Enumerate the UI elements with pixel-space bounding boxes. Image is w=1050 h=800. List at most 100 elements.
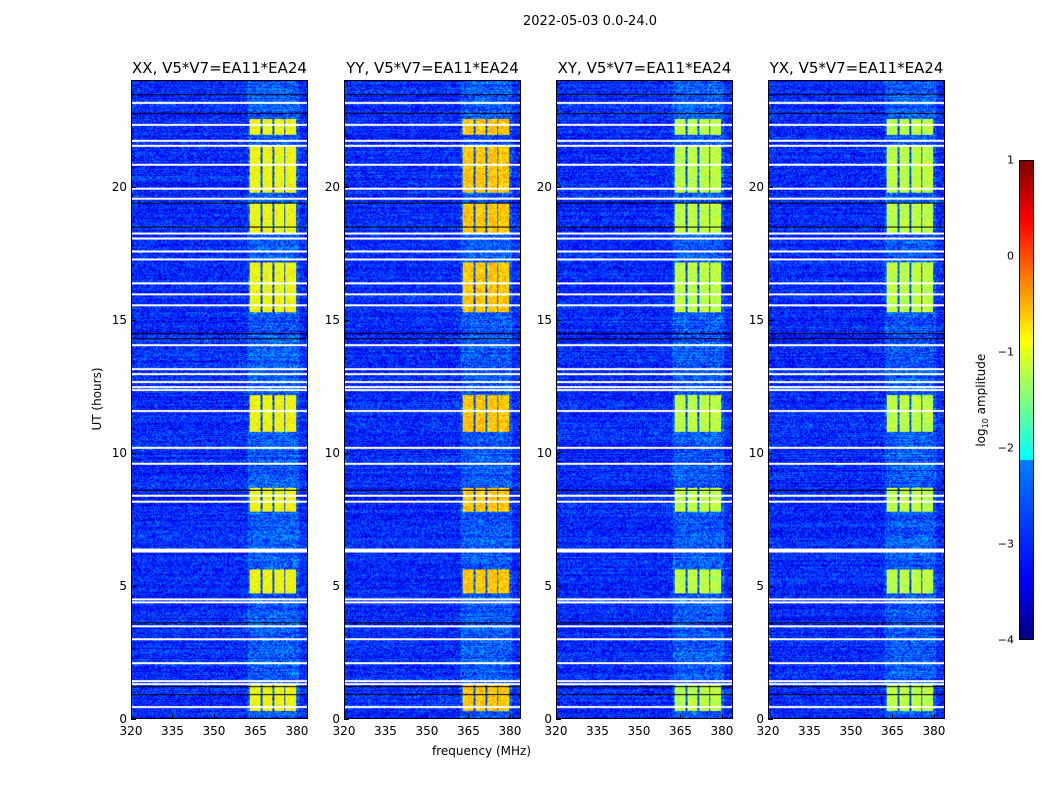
- x-tick-mark: [768, 714, 769, 719]
- x-tick-mark: [385, 714, 387, 719]
- panel-title: YY, V5*V7=EA11*EA24: [346, 59, 519, 77]
- y-tick-mark: [344, 585, 349, 587]
- colorbar-tick-label: −1: [997, 345, 1014, 359]
- heatmap-image: [769, 81, 944, 718]
- panel-title: XX, V5*V7=EA11*EA24: [132, 59, 307, 77]
- y-tick-mark: [556, 319, 561, 321]
- x-tick-label: 365: [881, 724, 904, 738]
- y-tick-label: 15: [324, 312, 340, 327]
- y-tick-mark: [131, 585, 136, 587]
- y-tick-mark: [344, 452, 349, 454]
- y-tick-label: 0: [119, 712, 127, 726]
- x-tick-mark: [255, 714, 257, 719]
- x-tick-label: 335: [798, 724, 821, 738]
- panel-title: YX, V5*V7=EA11*EA24: [769, 59, 944, 77]
- y-tick-label: 20: [111, 179, 127, 194]
- x-tick-mark: [721, 714, 723, 719]
- x-tick-mark: [344, 714, 345, 719]
- colorbar: [1019, 160, 1034, 640]
- x-tick-mark: [296, 714, 298, 719]
- x-tick-label: 380: [922, 724, 946, 738]
- y-tick-label: 10: [748, 445, 764, 460]
- x-tick-label: 335: [586, 724, 609, 738]
- heatmap-image: [132, 81, 307, 718]
- x-tick-mark: [597, 714, 599, 719]
- y-tick-mark: [768, 585, 773, 587]
- y-tick-mark: [131, 452, 136, 454]
- y-tick-label: 15: [748, 312, 764, 327]
- x-tick-mark: [468, 714, 470, 719]
- y-tick-label: 5: [544, 578, 552, 593]
- x-tick-mark: [850, 714, 852, 719]
- x-tick-mark: [680, 714, 682, 719]
- y-tick-label: 10: [324, 445, 340, 460]
- waterfall-panel: [768, 80, 945, 719]
- x-tick-mark: [556, 714, 557, 719]
- x-tick-mark: [131, 714, 132, 719]
- y-tick-mark: [131, 319, 136, 321]
- colorbar-tick-label: −3: [997, 537, 1014, 551]
- x-tick-label: 365: [244, 724, 267, 738]
- colorbar-tick-label: −2: [997, 441, 1014, 455]
- y-tick-label: 20: [536, 179, 552, 194]
- colorbar-tick-label: 0: [1007, 249, 1014, 263]
- waterfall-panel: [131, 80, 308, 719]
- y-tick-label: 5: [332, 578, 340, 593]
- y-axis-label: UT (hours): [90, 367, 104, 431]
- y-tick-mark: [344, 719, 349, 720]
- y-tick-mark: [768, 719, 773, 720]
- x-tick-mark: [213, 714, 215, 719]
- y-tick-mark: [556, 719, 561, 720]
- y-tick-label: 10: [536, 445, 552, 460]
- y-tick-mark: [768, 452, 773, 454]
- y-tick-mark: [131, 719, 136, 720]
- y-tick-label: 15: [111, 312, 127, 327]
- x-tick-mark: [509, 714, 511, 719]
- y-tick-label: 10: [111, 445, 127, 460]
- colorbar-tick-label: −4: [997, 633, 1014, 647]
- x-tick-label: 320: [119, 724, 143, 738]
- x-tick-label: 380: [285, 724, 309, 738]
- x-axis-label: frequency (MHz): [432, 744, 532, 758]
- x-tick-label: 365: [669, 724, 692, 738]
- waterfall-panel: [344, 80, 521, 719]
- x-tick-label: 320: [544, 724, 568, 738]
- y-tick-label: 5: [756, 578, 764, 593]
- x-tick-label: 350: [627, 724, 651, 738]
- x-tick-label: 320: [756, 724, 780, 738]
- x-tick-label: 335: [161, 724, 184, 738]
- figure-title: 2022-05-03 0.0-24.0: [523, 14, 657, 29]
- y-tick-mark: [344, 186, 349, 188]
- x-tick-label: 335: [374, 724, 397, 738]
- x-tick-mark: [426, 714, 428, 719]
- colorbar-label: log10 amplitude: [973, 353, 991, 447]
- x-tick-mark: [172, 714, 174, 719]
- x-tick-label: 365: [457, 724, 480, 738]
- y-tick-mark: [768, 186, 773, 188]
- x-tick-label: 380: [710, 724, 734, 738]
- x-tick-mark: [638, 714, 640, 719]
- y-tick-mark: [556, 452, 561, 454]
- x-tick-mark: [933, 714, 935, 719]
- y-tick-label: 20: [748, 179, 764, 194]
- x-tick-label: 320: [332, 724, 356, 738]
- x-tick-mark: [892, 714, 894, 719]
- x-tick-label: 350: [839, 724, 863, 738]
- y-tick-label: 20: [324, 179, 340, 194]
- y-tick-label: 15: [536, 312, 552, 327]
- y-tick-label: 0: [544, 712, 552, 726]
- y-tick-mark: [556, 186, 561, 188]
- panel-title: XY, V5*V7=EA11*EA24: [557, 59, 732, 77]
- waterfall-panel: [556, 80, 733, 719]
- colorbar-tick-label: 1: [1007, 153, 1014, 167]
- x-tick-mark: [809, 714, 811, 719]
- x-tick-label: 350: [202, 724, 226, 738]
- y-tick-label: 0: [332, 712, 340, 726]
- y-tick-mark: [344, 319, 349, 321]
- y-tick-mark: [768, 319, 773, 321]
- y-tick-label: 0: [756, 712, 764, 726]
- x-tick-label: 350: [415, 724, 439, 738]
- heatmap-image: [345, 81, 520, 718]
- y-tick-label: 5: [119, 578, 127, 593]
